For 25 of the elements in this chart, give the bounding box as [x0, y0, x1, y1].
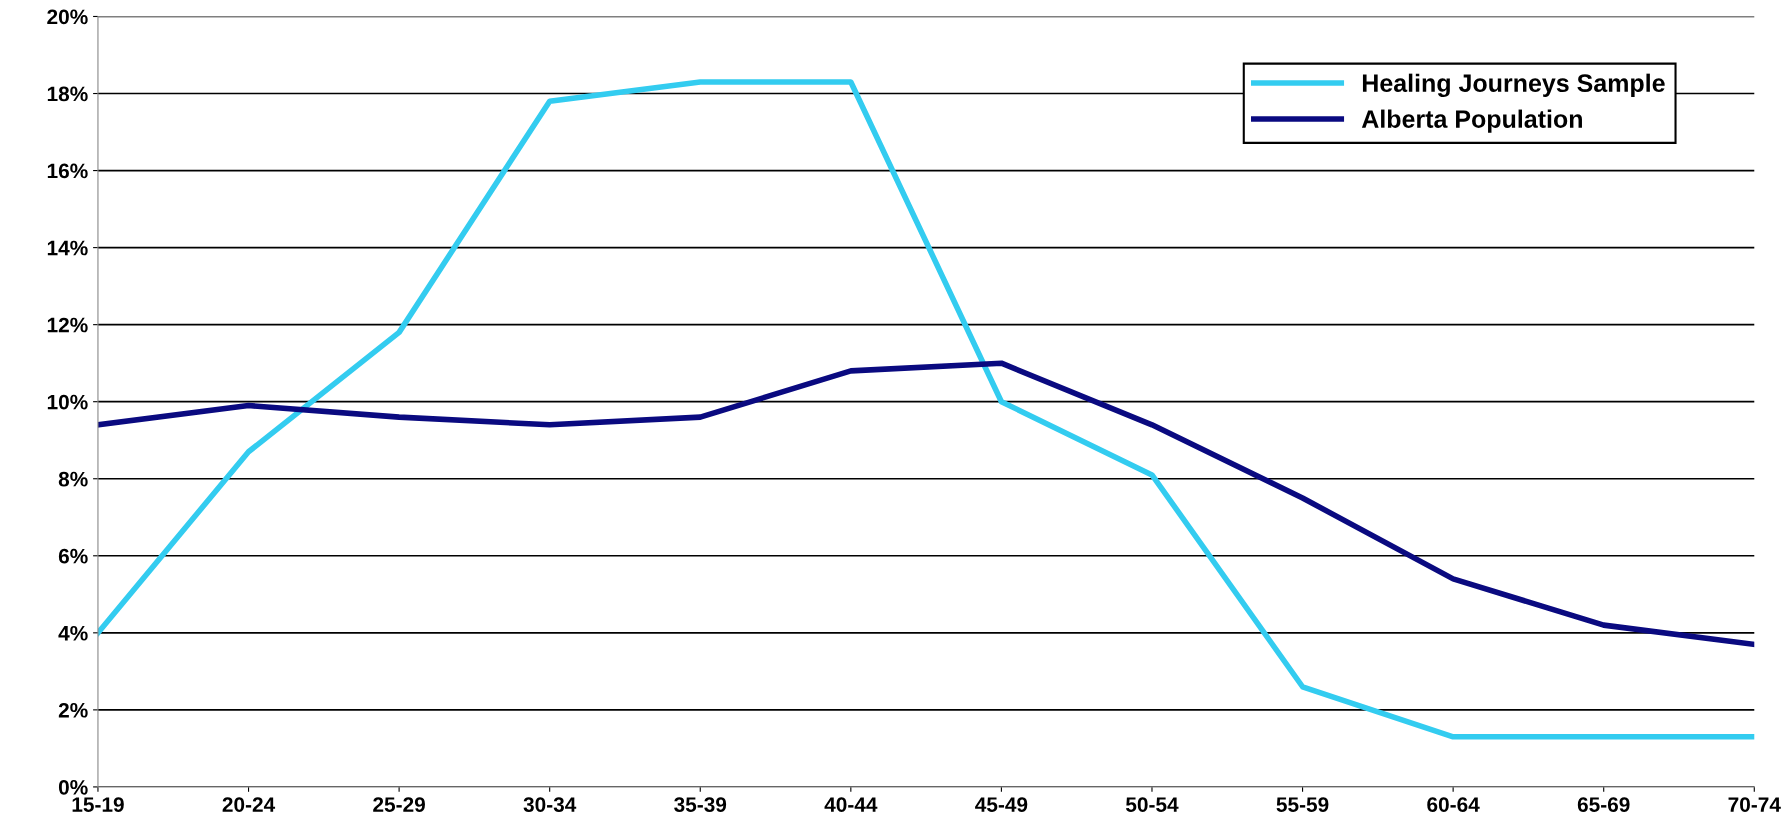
y-tick-label: 4% — [58, 625, 88, 641]
y-tick-label: 10% — [47, 394, 88, 410]
y-tick-label: 6% — [58, 548, 88, 564]
x-tick-label: 40-44 — [824, 797, 878, 812]
x-tick-label: 45-49 — [975, 797, 1028, 812]
y-tick-label: 8% — [58, 471, 88, 487]
y-tick-label: 12% — [47, 317, 88, 333]
y-tick-label: 20% — [47, 9, 88, 25]
x-tick-label: 55-59 — [1276, 797, 1329, 812]
legend-label: Healing Journeys Sample — [1362, 73, 1665, 98]
x-tick-label: 65-69 — [1577, 797, 1630, 812]
x-tick-label: 20-24 — [222, 797, 276, 812]
x-tick-label: 70-74 — [1728, 797, 1781, 812]
x-tick-label: 60-64 — [1427, 797, 1480, 812]
x-tick-label: 15-19 — [72, 797, 124, 812]
y-tick-label: 16% — [47, 163, 88, 179]
y-tick-label: 14% — [47, 240, 88, 256]
y-tick-label: 18% — [47, 86, 88, 102]
x-tick-label: 25-29 — [373, 797, 425, 812]
y-tick-label: 2% — [58, 702, 88, 718]
x-tick-label: 50-54 — [1125, 797, 1179, 812]
y-tick-label: 0% — [58, 779, 88, 795]
x-tick-label: 30-34 — [523, 797, 577, 812]
legend-label: Alberta Population — [1361, 109, 1582, 133]
x-tick-label: 35-39 — [674, 797, 727, 812]
